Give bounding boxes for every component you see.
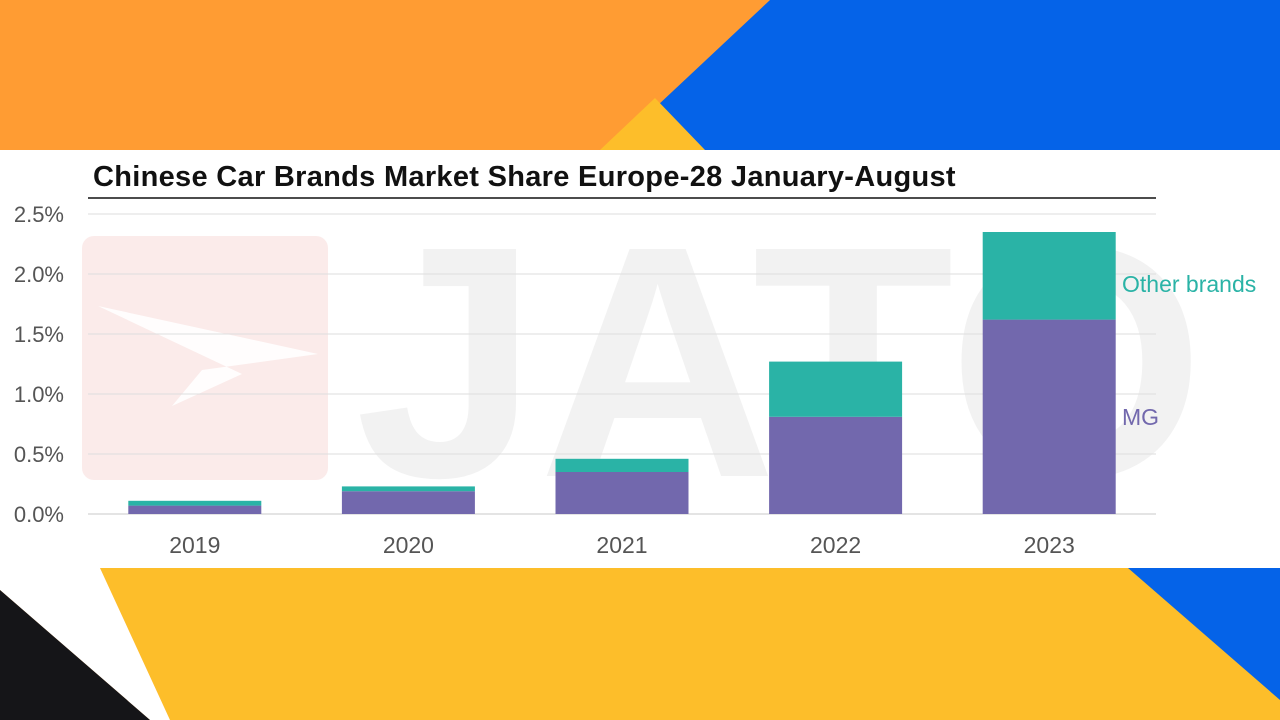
bar-mg-2023 [982, 319, 1116, 514]
chart-card: JATO 0.0% 0.5% 1.0% 1.5% 2.0% 2.5% 2019 2020 20… [0, 150, 1280, 568]
background-black-corner [0, 590, 150, 720]
legend-mg: MG [1122, 404, 1159, 430]
bar-other-brands-2022 [769, 361, 903, 417]
bar-other-brands-2023 [982, 232, 1116, 320]
y-axis-ticks: 0.0% 0.5% 1.0% 1.5% 2.0% 2.5% [14, 202, 64, 527]
bar-mg-2021 [555, 472, 689, 514]
background-white-band [0, 568, 170, 720]
watermark-logo-box [82, 236, 328, 480]
background-yellow-bottom [100, 568, 1280, 720]
bar-other-brands-2021 [555, 458, 689, 472]
y-tick-label: 2.0% [14, 262, 64, 287]
y-tick-label: 0.5% [14, 442, 64, 467]
x-tick-label: 2022 [810, 532, 861, 558]
y-tick-label: 1.0% [14, 382, 64, 407]
legend-other-brands: Other brands [1122, 271, 1256, 297]
x-axis-ticks: 2019 2020 2021 2022 2023 [169, 532, 1075, 558]
y-tick-label: 0.0% [14, 502, 64, 527]
bar-other-brands-2020 [341, 486, 475, 492]
y-tick-label: 2.5% [14, 202, 64, 227]
x-tick-label: 2020 [383, 532, 434, 558]
x-tick-label: 2019 [169, 532, 220, 558]
y-tick-label: 1.5% [14, 322, 64, 347]
bar-mg-2022 [769, 416, 903, 514]
bar-mg-2020 [341, 491, 475, 514]
bar-other-brands-2019 [128, 500, 262, 506]
chart-title: Chinese Car Brands Market Share Europe-2… [93, 161, 956, 193]
stacked-bar-chart: JATO 0.0%0.5%1.0%1.5%2.0%2.5% 2019 2020 20… [14, 161, 1256, 558]
watermark-logo-arrow [98, 306, 318, 406]
x-tick-label: 2021 [596, 532, 647, 558]
x-tick-label: 2023 [1024, 532, 1075, 558]
background-yellow-triangle [600, 98, 705, 150]
bar-mg-2019 [128, 505, 262, 514]
bars-layer [128, 232, 1116, 514]
